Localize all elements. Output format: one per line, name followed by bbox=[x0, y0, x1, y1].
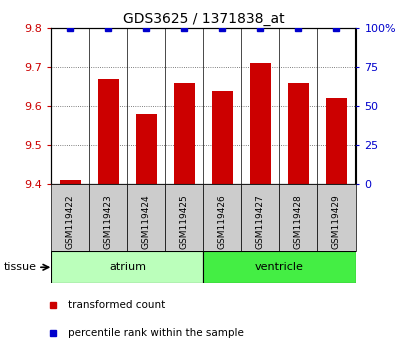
Text: GSM119427: GSM119427 bbox=[256, 194, 265, 249]
Bar bbox=[203, 251, 356, 283]
Text: ventricle: ventricle bbox=[255, 262, 304, 272]
Bar bbox=[203, 184, 241, 251]
Bar bbox=[51, 184, 89, 251]
Text: GSM119425: GSM119425 bbox=[180, 194, 189, 249]
Bar bbox=[250, 63, 271, 184]
Bar bbox=[60, 180, 81, 184]
Bar bbox=[127, 184, 166, 251]
Text: GSM119423: GSM119423 bbox=[104, 194, 113, 249]
Bar bbox=[241, 184, 279, 251]
Text: transformed count: transformed count bbox=[68, 299, 166, 310]
Bar bbox=[279, 184, 318, 251]
Title: GDS3625 / 1371838_at: GDS3625 / 1371838_at bbox=[122, 12, 284, 26]
Bar bbox=[98, 79, 119, 184]
Text: percentile rank within the sample: percentile rank within the sample bbox=[68, 327, 244, 338]
Text: atrium: atrium bbox=[109, 262, 146, 272]
Bar bbox=[166, 184, 203, 251]
Bar bbox=[318, 184, 356, 251]
Bar bbox=[51, 251, 203, 283]
Text: GSM119422: GSM119422 bbox=[66, 194, 75, 249]
Text: GSM119428: GSM119428 bbox=[294, 194, 303, 249]
Bar bbox=[174, 83, 195, 184]
Bar bbox=[136, 114, 157, 184]
Text: GSM119424: GSM119424 bbox=[142, 194, 151, 249]
Bar bbox=[326, 98, 347, 184]
Text: tissue: tissue bbox=[4, 262, 37, 272]
Bar bbox=[212, 91, 233, 184]
Bar bbox=[288, 83, 309, 184]
Text: GSM119426: GSM119426 bbox=[218, 194, 227, 249]
Bar bbox=[89, 184, 127, 251]
Text: GSM119429: GSM119429 bbox=[332, 194, 341, 249]
